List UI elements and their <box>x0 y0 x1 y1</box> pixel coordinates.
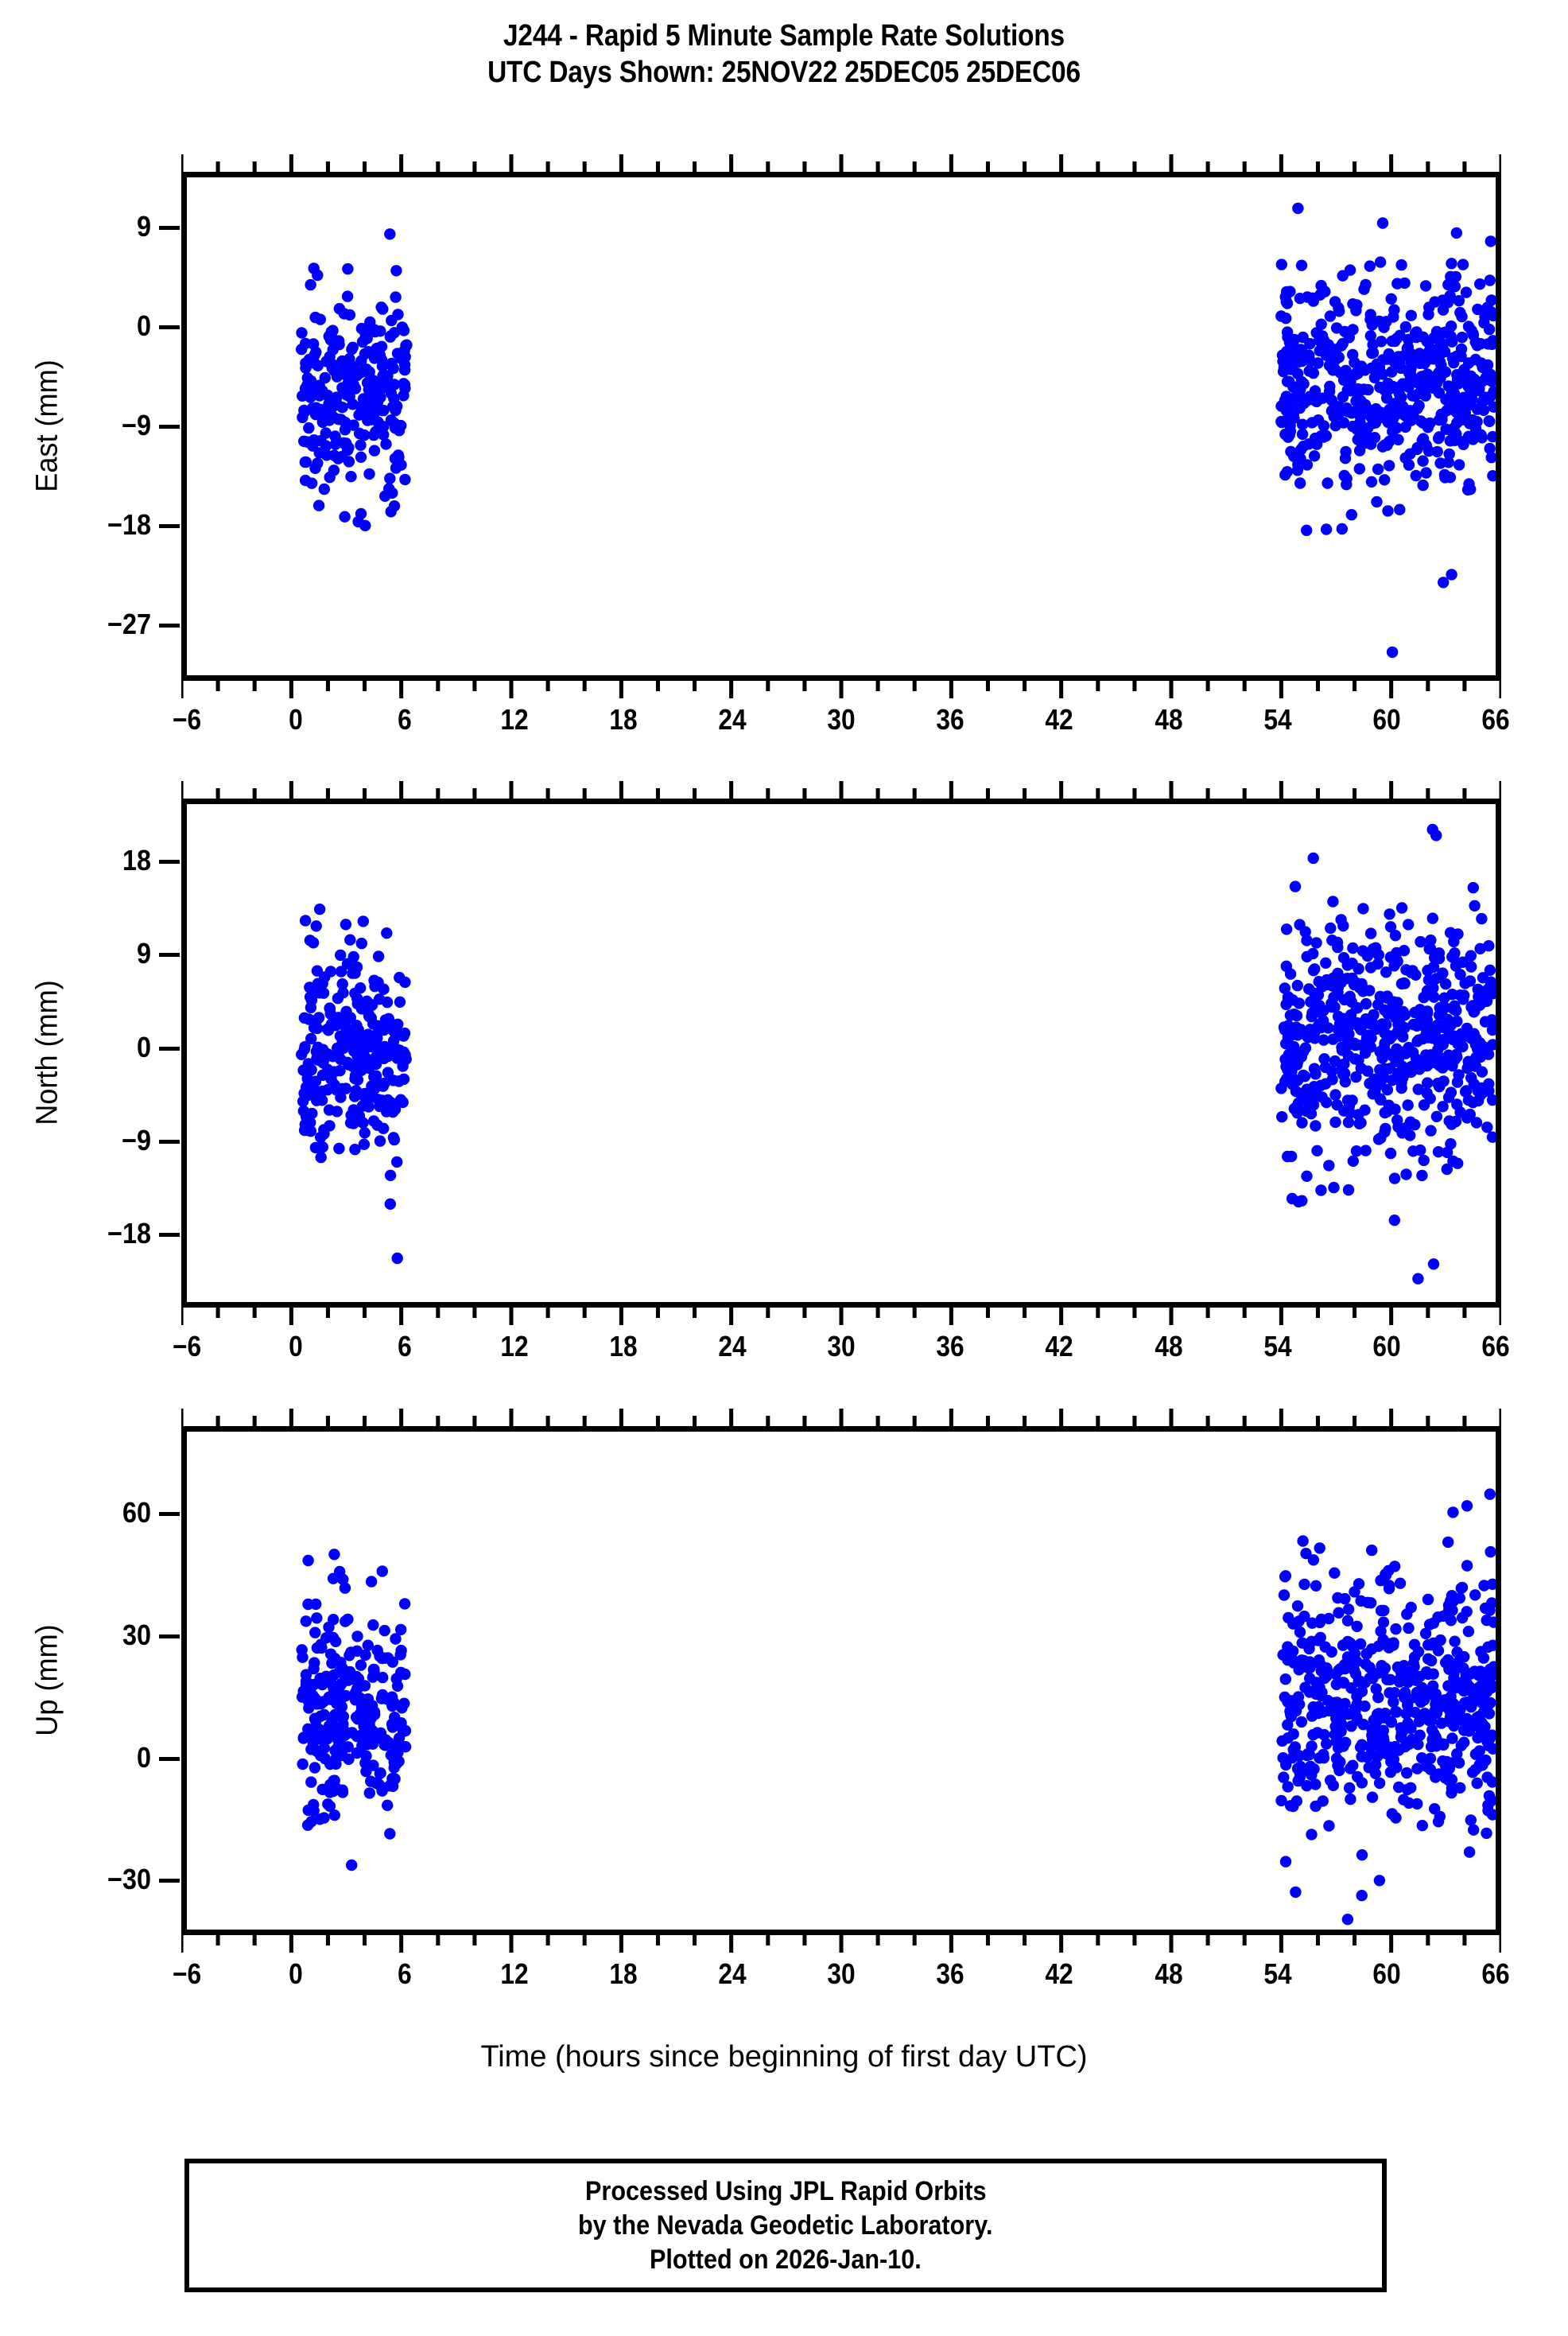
ytick-mark-north-18 <box>159 859 180 864</box>
xtick-label-east-5: 24 <box>718 703 747 736</box>
xaxis-ticks-bottom-up <box>181 1935 1501 1956</box>
xtick-label-north-9: 48 <box>1154 1330 1183 1362</box>
xtick-label-north-6: 30 <box>827 1330 856 1362</box>
xtick-label-east-7: 36 <box>936 703 964 736</box>
ytick-mark-north--9 <box>159 1139 180 1144</box>
xtick-labels-north: −6 0 6 12 18 24 30 36 42 48 54 60 66 <box>0 1330 1568 1368</box>
ytick-label-up-60: 60 <box>122 1495 151 1529</box>
xtick-label-up-0: −6 <box>172 1957 202 1990</box>
ytick-label-north--18: −18 <box>107 1217 151 1250</box>
xtick-label-east-12: 66 <box>1481 703 1510 736</box>
xaxis-ticks-top-north <box>181 778 1501 799</box>
xaxis-ticks-bottom-north <box>181 1308 1501 1328</box>
xaxis-ticks-top-east <box>181 151 1501 172</box>
footer-line-1: Processed Using JPL Rapid Orbits <box>584 2175 987 2206</box>
xtick-label-up-4: 18 <box>609 1957 638 1990</box>
ytick-label-north-0: 0 <box>136 1030 151 1063</box>
panel-up <box>181 1426 1501 1935</box>
xtick-label-north-3: 12 <box>499 1330 529 1362</box>
xtick-label-up-3: 12 <box>499 1957 529 1990</box>
ytick-mark-up-0 <box>159 1756 180 1761</box>
xtick-label-north-11: 60 <box>1372 1330 1401 1362</box>
ytick-mark-east--9 <box>159 425 180 429</box>
xtick-label-up-7: 36 <box>936 1957 964 1990</box>
xtick-label-east-3: 12 <box>499 703 529 736</box>
xaxis-title: Time (hours since beginning of first day… <box>480 2040 1088 2074</box>
xtick-label-east-0: −6 <box>172 703 202 736</box>
xtick-label-up-12: 66 <box>1481 1957 1510 1990</box>
xtick-label-up-9: 48 <box>1154 1957 1183 1990</box>
xtick-label-up-2: 6 <box>398 1957 413 1990</box>
ytick-mark-up-30 <box>159 1634 180 1638</box>
chart-title-block: J244 - Rapid 5 Minute Sample Rate Soluti… <box>0 17 1568 91</box>
scatter-north <box>296 823 1496 1285</box>
chart-title-line-1: J244 - Rapid 5 Minute Sample Rate Soluti… <box>503 19 1065 52</box>
panel-north <box>181 799 1501 1308</box>
xtick-label-east-1: 0 <box>289 703 304 736</box>
xaxis-ticks-bottom-east <box>181 681 1501 702</box>
xtick-label-north-4: 18 <box>609 1330 638 1362</box>
ytick-label-east-0: 0 <box>136 309 151 342</box>
panel-east <box>181 172 1501 681</box>
xtick-label-up-1: 0 <box>289 1957 304 1990</box>
scatter-east <box>296 202 1496 659</box>
ytick-label-up-0: 0 <box>136 1740 151 1774</box>
chart-title-line-2: UTC Days Shown: 25NOV22 25DEC05 25DEC06 <box>487 56 1081 89</box>
yaxis-title-east: East (mm) <box>30 360 64 492</box>
xaxis-ticks-top-up <box>181 1405 1501 1426</box>
xtick-label-up-8: 42 <box>1045 1957 1073 1990</box>
ytick-mark-north-0 <box>159 1046 180 1051</box>
footer-box: Processed Using JPL Rapid Orbits by the … <box>184 2159 1387 2292</box>
xtick-label-up-6: 30 <box>827 1957 856 1990</box>
xtick-label-north-1: 0 <box>289 1330 304 1362</box>
xtick-label-east-9: 48 <box>1154 703 1183 736</box>
ytick-label-east--27: −27 <box>107 608 151 641</box>
xtick-label-east-4: 18 <box>609 703 638 736</box>
yaxis-title-up: Up (mm) <box>30 1624 64 1736</box>
ytick-mark-east-9 <box>159 225 180 230</box>
xtick-label-north-7: 36 <box>936 1330 964 1362</box>
scatter-up <box>296 1488 1496 1926</box>
xtick-label-up-10: 54 <box>1263 1957 1292 1990</box>
plot-area-up <box>187 1432 1496 1930</box>
xtick-label-up-5: 24 <box>718 1957 747 1990</box>
plot-area-east <box>187 177 1496 675</box>
ytick-label-east-9: 9 <box>136 209 151 243</box>
ytick-mark-east--27 <box>159 624 180 628</box>
ytick-mark-up--30 <box>159 1879 180 1883</box>
xtick-label-north-0: −6 <box>172 1330 202 1362</box>
ytick-label-up--30: −30 <box>107 1863 151 1896</box>
ytick-mark-east-0 <box>159 325 180 329</box>
ytick-label-up-30: 30 <box>122 1618 151 1651</box>
ytick-label-north-18: 18 <box>122 843 151 876</box>
xtick-labels-up: −6 0 6 12 18 24 30 36 42 48 54 60 66 <box>0 1957 1568 1996</box>
xtick-labels-east: −6 0 6 12 18 24 30 36 42 48 54 60 66 <box>0 703 1568 741</box>
footer-line-3: Plotted on 2026-Jan-10. <box>650 2244 922 2275</box>
ytick-mark-up-60 <box>159 1511 180 1516</box>
xtick-label-east-8: 42 <box>1045 703 1073 736</box>
ytick-label-east--9: −9 <box>122 409 151 441</box>
ytick-label-east--18: −18 <box>107 508 151 542</box>
xtick-label-north-10: 54 <box>1263 1330 1292 1362</box>
xtick-label-up-11: 60 <box>1372 1957 1401 1990</box>
xtick-label-east-6: 30 <box>827 703 856 736</box>
xtick-label-east-10: 54 <box>1263 703 1292 736</box>
ytick-mark-north-9 <box>159 953 180 958</box>
xtick-label-north-5: 24 <box>718 1330 747 1362</box>
xtick-label-north-2: 6 <box>398 1330 413 1362</box>
ytick-label-north--9: −9 <box>122 1123 151 1156</box>
yaxis-title-north: North (mm) <box>30 980 64 1125</box>
xtick-label-north-12: 66 <box>1481 1330 1510 1362</box>
ytick-mark-north--18 <box>159 1233 180 1238</box>
plot-area-north <box>187 804 1496 1302</box>
ytick-label-north-9: 9 <box>136 937 151 970</box>
xtick-label-east-11: 60 <box>1372 703 1401 736</box>
ytick-mark-east--18 <box>159 524 180 529</box>
xtick-label-north-8: 42 <box>1045 1330 1073 1362</box>
xtick-label-east-2: 6 <box>398 703 413 736</box>
footer-line-2: by the Nevada Geodetic Laboratory. <box>578 2210 993 2241</box>
